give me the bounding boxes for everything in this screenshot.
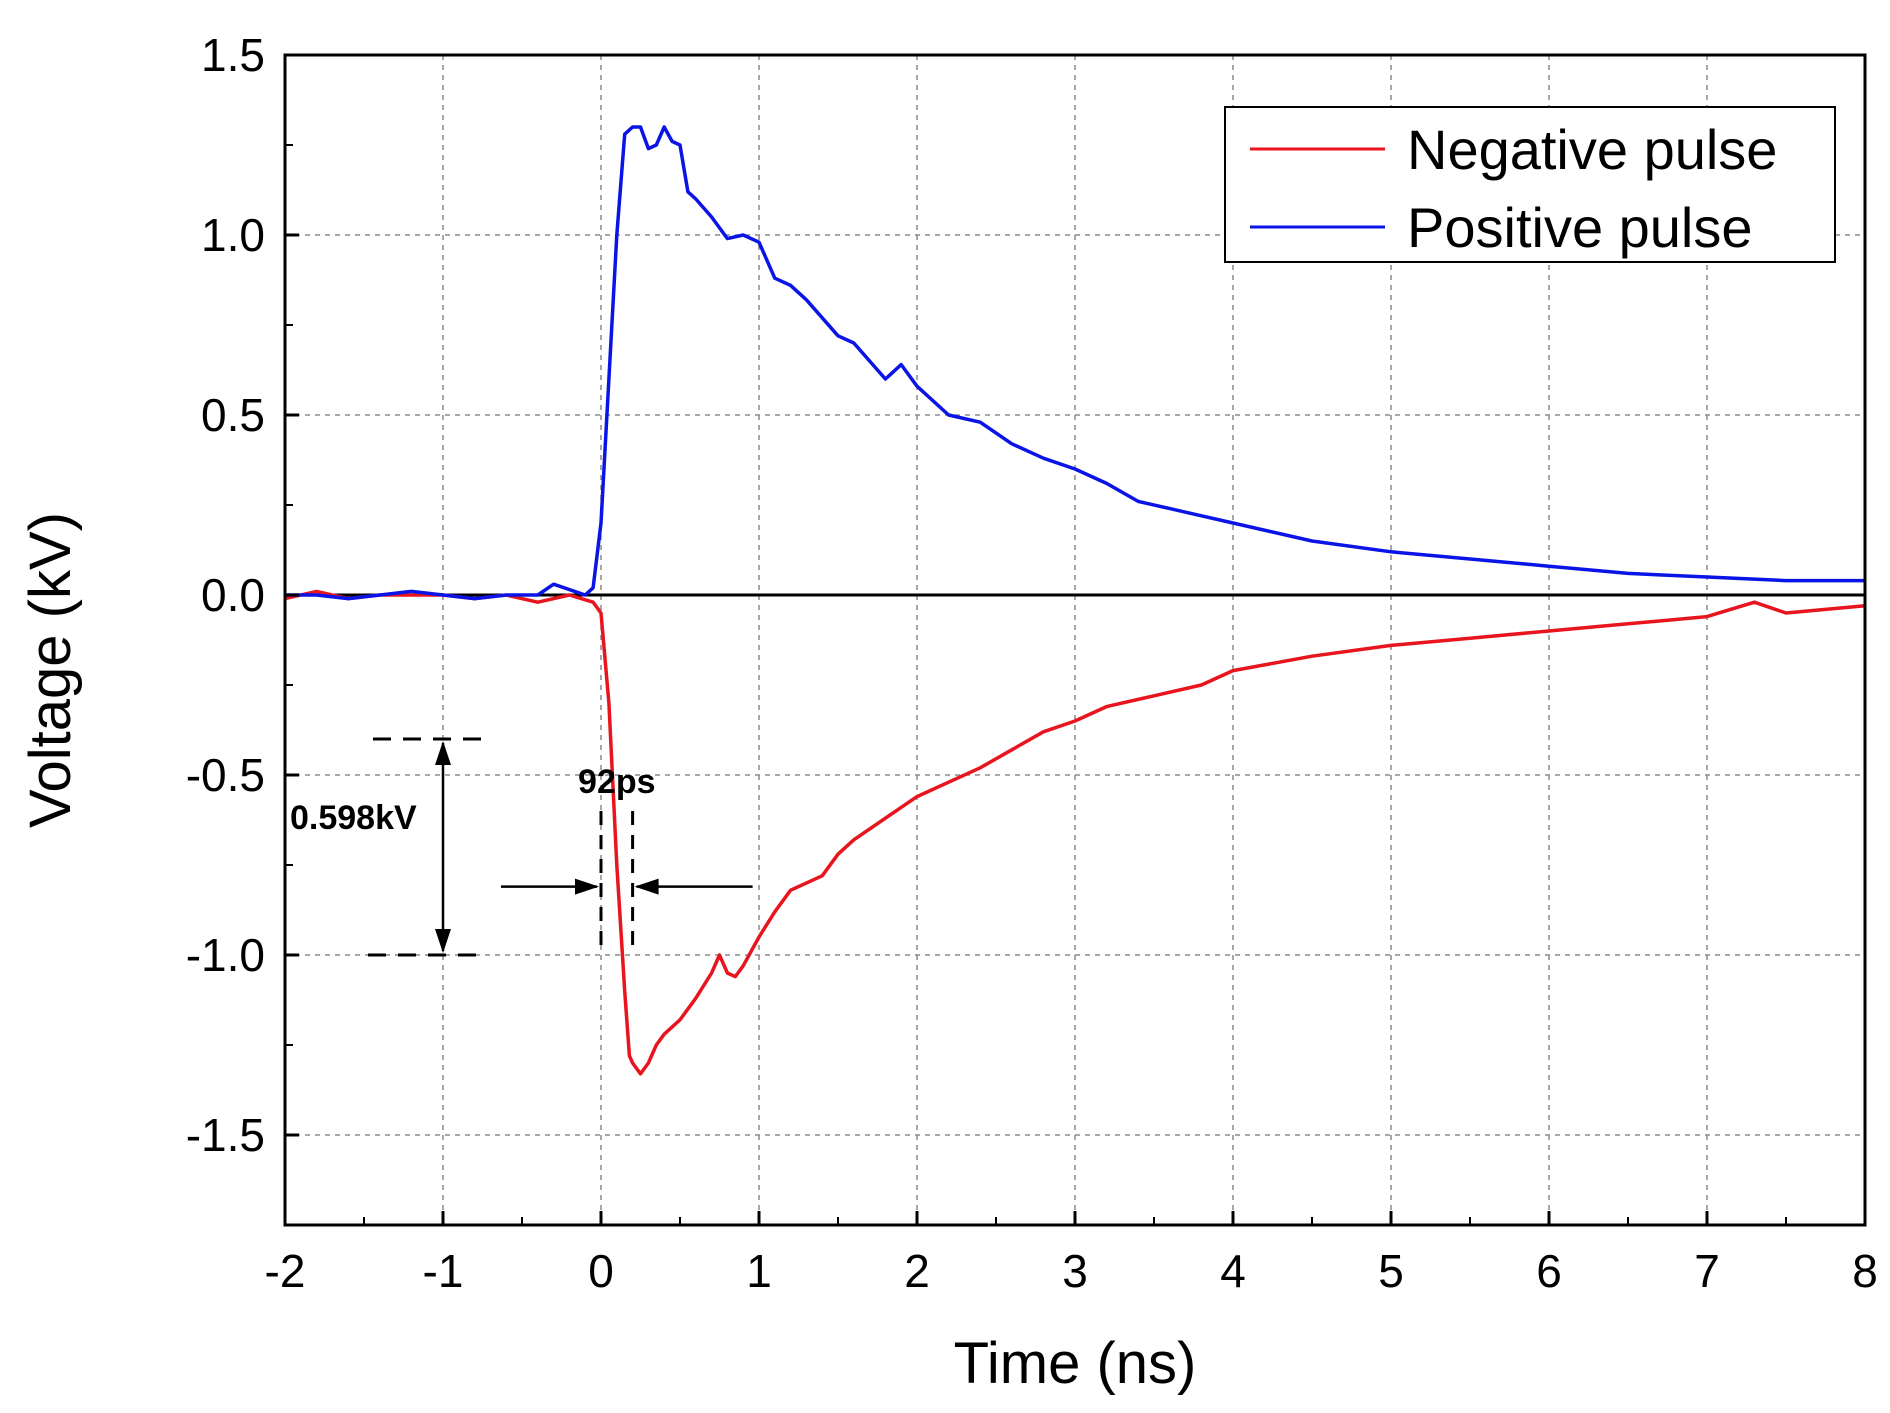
- amplitude-arrowhead-down: [435, 929, 451, 953]
- y-tick-label: -1.5: [186, 1109, 265, 1161]
- x-tick-label: 7: [1694, 1245, 1720, 1297]
- y-axis-title: Voltage (kV): [18, 512, 83, 828]
- risetime-label: 92ps: [578, 763, 656, 801]
- y-tick-label: 1.0: [201, 209, 265, 261]
- x-tick-label: 5: [1378, 1245, 1404, 1297]
- risetime-arrowhead-left: [634, 878, 659, 895]
- series-layer: [284, 125, 1866, 1076]
- y-tick-label: 1.5: [201, 29, 265, 81]
- x-tick-label: 4: [1220, 1245, 1246, 1297]
- axis-ticks: [283, 53, 1867, 1225]
- x-tick-label: 8: [1852, 1245, 1878, 1297]
- x-tick-label: 3: [1062, 1245, 1088, 1297]
- annotations: 0.598kV 92ps: [290, 737, 753, 957]
- legend-label-positive-pulse: Positive pulse: [1407, 196, 1753, 259]
- amplitude-arrowhead-up: [435, 741, 451, 765]
- risetime-arrowhead-right: [575, 878, 599, 895]
- amplitude-label: 0.598kV: [290, 799, 417, 837]
- y-tick-label: 0.0: [201, 569, 265, 621]
- y-tick-label: -1.0: [186, 929, 265, 981]
- series-line-negative-pulse: [284, 589, 1866, 1076]
- y-tick-labels: -1.5 -1.0 -0.5 0.0 0.5 1.0 1.5: [186, 29, 265, 1161]
- y-tick-label: -0.5: [186, 749, 265, 801]
- x-tick-label: 6: [1536, 1245, 1562, 1297]
- x-tick-label: 1: [746, 1245, 772, 1297]
- x-axis-title: Time (ns): [954, 1331, 1197, 1396]
- x-tick-labels: -2 -1 0 1 2 3 4 5 6 7 8: [265, 1245, 1878, 1297]
- x-tick-label: -2: [265, 1245, 306, 1297]
- x-tick-label: -1: [423, 1245, 464, 1297]
- legend: Negative pulse Positive pulse: [1224, 106, 1836, 263]
- x-tick-label: 2: [904, 1245, 930, 1297]
- x-tick-label: 0: [588, 1245, 614, 1297]
- legend-box: [1224, 106, 1836, 263]
- legend-label-negative-pulse: Negative pulse: [1407, 118, 1777, 181]
- series-line-positive-pulse: [285, 125, 1865, 601]
- y-tick-label: 0.5: [201, 389, 265, 441]
